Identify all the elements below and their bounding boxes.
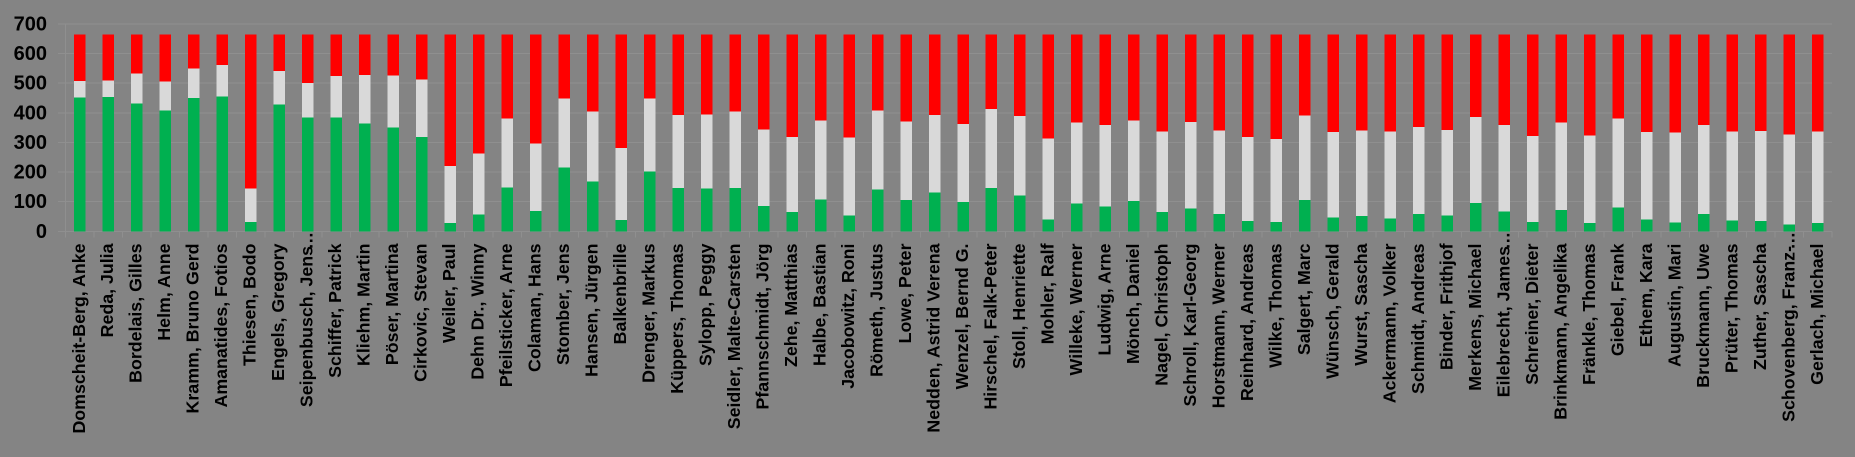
svg-text:Prüter, Thomas: Prüter, Thomas [1721,243,1741,373]
svg-text:Cirkovic, Stevan: Cirkovic, Stevan [411,244,431,382]
svg-text:400: 400 [14,102,47,124]
svg-text:Römeth, Justus: Römeth, Justus [867,243,887,376]
svg-text:Bordelais, Gilles: Bordelais, Gilles [126,243,146,382]
svg-text:Hirschel, Falk-Peter: Hirschel, Falk-Peter [980,243,1000,409]
svg-text:Schreiner, Dieter: Schreiner, Dieter [1522,243,1542,384]
svg-text:Wilke, Thomas: Wilke, Thomas [1265,243,1285,367]
svg-text:Augustin, Mari: Augustin, Mari [1664,244,1684,367]
svg-text:Schovenberg, Franz-: Schovenberg, Franz- [1778,246,1798,422]
svg-text:Zuther, Sascha: Zuther, Sascha [1750,243,1770,370]
svg-text:200: 200 [14,162,47,184]
svg-text:Kramm, Bruno Gerd: Kramm, Bruno Gerd [183,244,203,414]
svg-text:Weiler, Paul: Weiler, Paul [439,244,459,344]
svg-text:Schmidt, Andreas: Schmidt, Andreas [1408,243,1428,394]
svg-text:Nagel, Christoph: Nagel, Christoph [1151,244,1171,386]
svg-text:Schiffer, Patrick: Schiffer, Patrick [325,243,345,378]
svg-text:Horstmann, Werner: Horstmann, Werner [1208,243,1228,408]
svg-text:Fränkle, Thomas: Fränkle, Thomas [1579,243,1599,384]
svg-text:Sylopp, Peggy: Sylopp, Peggy [696,243,716,366]
svg-text:Domscheit-Berg, Anke: Domscheit-Berg, Anke [69,243,89,433]
svg-text:Brinkmann, Angelika: Brinkmann, Angelika [1550,243,1570,419]
svg-text:500: 500 [14,73,47,95]
svg-text:Mönch, Daniel: Mönch, Daniel [1123,244,1143,365]
svg-text:0: 0 [36,221,47,243]
svg-text:…: … [297,232,317,250]
svg-text:Giebel, Frank: Giebel, Frank [1607,243,1627,356]
svg-text:Binder, Frithjof: Binder, Frithjof [1436,243,1456,370]
svg-text:Helm, Anne: Helm, Anne [154,243,174,340]
svg-text:Salgert, Marc: Salgert, Marc [1294,243,1314,355]
svg-text:Halbe, Bastian: Halbe, Bastian [810,244,830,367]
svg-text:600: 600 [14,43,47,65]
svg-text:Willeke, Werner: Willeke, Werner [1066,243,1086,375]
svg-text:Kliehm, Martin: Kliehm, Martin [354,244,374,367]
svg-text:Ludwig, Arne: Ludwig, Arne [1094,243,1114,355]
svg-text:Reinhard, Andreas: Reinhard, Andreas [1237,243,1257,401]
svg-text:Ackermann, Volker: Ackermann, Volker [1379,243,1399,403]
svg-text:Ethem, Kara: Ethem, Kara [1636,243,1656,347]
svg-text:Jacobowitz, Roni: Jacobowitz, Roni [838,244,858,389]
svg-text:…: … [1493,232,1513,250]
svg-text:Schroll, Karl-Georg: Schroll, Karl-Georg [1180,244,1200,407]
svg-text:Mohler, Ralf: Mohler, Ralf [1037,243,1057,344]
svg-text:Nedden, Astrid Verena: Nedden, Astrid Verena [924,243,944,432]
svg-text:Colaman, Hans: Colaman, Hans [525,243,545,372]
svg-text:Merkens, Michael: Merkens, Michael [1465,244,1485,391]
svg-text:Engels, Gregory: Engels, Gregory [268,243,288,380]
svg-text:Hansen, Jürgen: Hansen, Jürgen [582,244,602,377]
svg-text:Pfeilsticker, Arne: Pfeilsticker, Arne [496,243,516,387]
svg-text:Wünsch, Gerald: Wünsch, Gerald [1322,244,1342,379]
svg-text:Küppers, Thomas: Küppers, Thomas [667,243,687,393]
svg-text:Lowe, Peter: Lowe, Peter [895,243,915,343]
svg-text:Pfannschmidt, Jörg: Pfannschmidt, Jörg [753,244,773,410]
svg-text:Stomber, Jens: Stomber, Jens [553,243,573,365]
svg-text:Reda, Julia: Reda, Julia [97,243,117,337]
svg-text:Seipenbusch, Jens: Seipenbusch, Jens [297,246,317,407]
svg-text:Stoll, Henriette: Stoll, Henriette [1009,243,1029,369]
svg-text:Pöser, Martina: Pöser, Martina [382,243,402,365]
svg-text:…: … [1778,232,1798,250]
svg-text:300: 300 [14,132,47,154]
svg-text:Drenger, Markus: Drenger, Markus [639,243,659,382]
svg-text:Dehn Dr., Winny: Dehn Dr., Winny [468,243,488,379]
svg-text:Zehe, Matthias: Zehe, Matthias [781,243,801,367]
svg-text:Bruckmann, Uwe: Bruckmann, Uwe [1693,243,1713,387]
svg-text:Thiesen, Bodo: Thiesen, Bodo [240,243,260,366]
svg-text:Wenzel, Bernd G.: Wenzel, Bernd G. [952,244,972,390]
svg-text:Eilebrecht, James: Eilebrecht, James [1493,246,1513,397]
svg-text:Balkenbrille: Balkenbrille [610,243,630,344]
svg-text:100: 100 [14,191,47,213]
svg-text:Seidler, Malte-Carsten: Seidler, Malte-Carsten [724,244,744,430]
svg-text:700: 700 [14,13,47,35]
svg-text:Wurst, Sascha: Wurst, Sascha [1351,243,1371,365]
svg-text:Gerlach, Michael: Gerlach, Michael [1807,244,1827,385]
svg-text:Amanatides, Fotios: Amanatides, Fotios [211,243,231,407]
